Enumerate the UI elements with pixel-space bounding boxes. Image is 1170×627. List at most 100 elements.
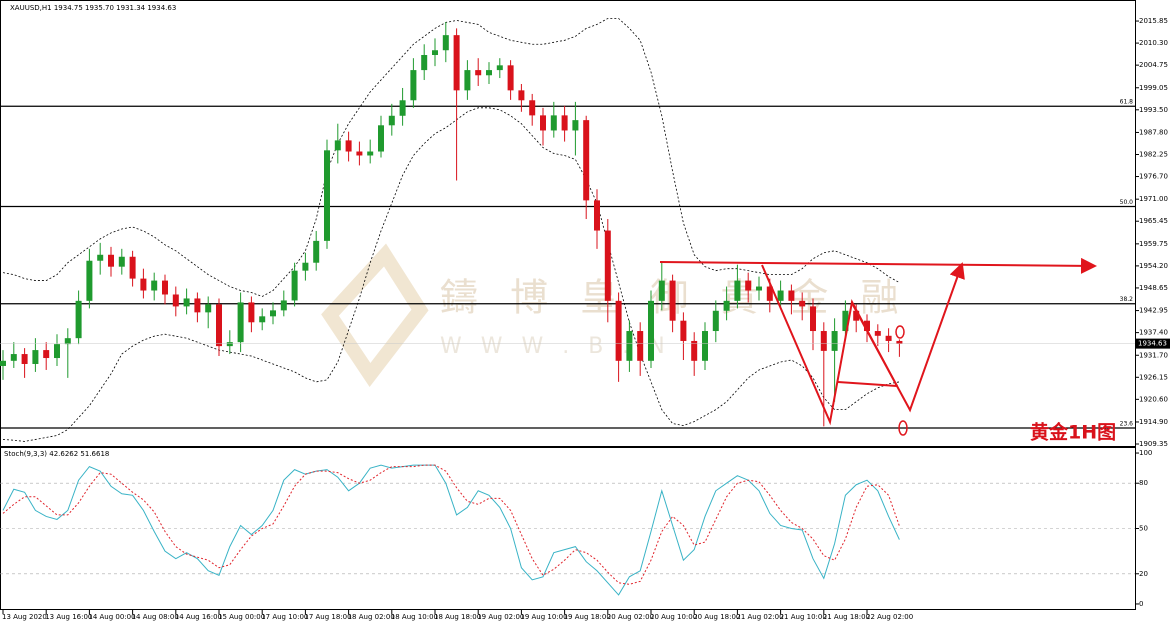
candle-body: [442, 35, 449, 51]
candle-body: [183, 298, 190, 307]
y-tick-label: 1993.50: [1139, 106, 1168, 114]
candle-body: [388, 115, 395, 126]
bollinger-band: [2, 18, 900, 297]
y-tick-label: 1987.80: [1139, 128, 1168, 136]
candle-body: [10, 354, 17, 361]
stoch-title: Stoch(9,3,3) 42.6262 51.6618: [4, 450, 109, 458]
candle-body: [842, 310, 849, 332]
candle-body: [453, 35, 460, 91]
candle-body: [723, 300, 730, 311]
candle-body: [885, 335, 892, 341]
candle-body: [486, 70, 492, 76]
candle-body: [43, 350, 50, 359]
candle-body: [475, 70, 482, 76]
y-tick-label: 0: [1139, 600, 1143, 608]
annotations: [659, 257, 1097, 436]
candle-body: [118, 256, 125, 267]
x-tick-label: 22 Aug 02:00: [866, 613, 913, 621]
chart-title: XAUUSD,H1 1934.75 1935.70 1931.34 1934.6…: [10, 4, 176, 12]
y-tick-label: 1914.90: [1139, 418, 1168, 426]
candle-body: [799, 300, 806, 307]
candle-body: [540, 115, 546, 131]
y-tick-label: 100: [1139, 449, 1152, 457]
resistance-arrow: [659, 257, 1097, 274]
candle-body: [162, 280, 168, 295]
candle-body: [777, 290, 784, 301]
y-tick-label: 20: [1139, 570, 1148, 578]
x-tick-label: 19 Aug 18:00: [564, 613, 611, 621]
candle-body: [172, 294, 179, 307]
candle-body: [367, 151, 374, 156]
candle-body: [32, 350, 39, 364]
candle-body: [691, 340, 698, 361]
candle-body: [432, 50, 438, 56]
candle-body: [518, 90, 525, 101]
candle-body: [151, 280, 158, 291]
candle-body: [745, 280, 752, 291]
candle-body: [874, 331, 881, 336]
y-tick-label: 2015.85: [1139, 17, 1168, 25]
candle-body: [820, 331, 827, 351]
candle-body: [529, 100, 536, 116]
candle-body: [86, 260, 93, 301]
candle-body: [637, 331, 644, 361]
candle-body: [712, 310, 719, 332]
x-tick-label: 14 Aug 00:00: [88, 613, 135, 621]
y-tick-label: 1942.95: [1139, 307, 1168, 315]
x-tick-label: 18 Aug 10:00: [391, 613, 438, 621]
x-tick-label: 17 Aug 18:00: [304, 613, 351, 621]
bollinger-band: [2, 107, 900, 442]
candle-body: [259, 316, 266, 323]
fib-label: 50.0: [1120, 199, 1134, 206]
candle-body: [896, 340, 903, 344]
candle-body: [237, 302, 244, 343]
candle-body: [345, 140, 352, 152]
candle-body: [496, 65, 503, 71]
marker-circle: [898, 420, 908, 436]
y-tick-label: 1931.70: [1139, 351, 1168, 359]
candle-body: [604, 230, 611, 301]
y-tick-label: 1965.45: [1139, 217, 1168, 225]
y-tick-label: 1976.70: [1139, 173, 1168, 181]
candle-body: [64, 338, 71, 345]
x-tick-label: 21 Aug 18:00: [823, 613, 870, 621]
candle-body: [302, 262, 309, 271]
annotation-text: 黄金1H图: [1030, 421, 1116, 444]
x-tick-label: 21 Aug 10:00: [780, 613, 827, 621]
candle-body: [21, 354, 28, 364]
candle-body: [853, 310, 860, 321]
y-tick-label: 1959.75: [1139, 240, 1168, 248]
x-tick-label: 17 Aug 10:00: [261, 613, 308, 621]
candle-body: [788, 290, 795, 301]
candle-body: [334, 140, 341, 151]
y-tick-label: 1982.25: [1139, 150, 1168, 158]
y-tick-label: 1971.00: [1139, 195, 1168, 203]
y-tick-label: 2010.30: [1139, 39, 1168, 47]
x-tick-label: 14 Aug 08:00: [132, 613, 179, 621]
candle-body: [0, 360, 6, 366]
candle-body: [680, 320, 687, 341]
candle-body: [216, 304, 222, 347]
candle-body: [864, 320, 870, 332]
x-tick-label: 14 Aug 16:00: [175, 613, 222, 621]
x-tick-label: 19 Aug 10:00: [520, 613, 567, 621]
candle-body: [410, 70, 417, 101]
candle-body: [507, 65, 514, 91]
candle-body: [140, 278, 147, 291]
candle-body: [324, 150, 330, 241]
y-tick-label: 1999.05: [1139, 84, 1168, 92]
y-tick-label: 50: [1139, 525, 1148, 533]
y-tick-label: 1954.20: [1139, 262, 1168, 270]
y-tick-label: 1920.60: [1139, 395, 1168, 403]
candle-body: [831, 331, 838, 351]
candle-body: [205, 304, 212, 313]
candle-body: [702, 331, 708, 361]
candle-body: [572, 120, 579, 131]
y-tick-label: 1926.15: [1139, 373, 1168, 381]
x-tick-label: 20 Aug 02:00: [607, 613, 654, 621]
candle-body: [421, 55, 428, 71]
candle-body: [756, 286, 762, 291]
x-tick-label: 13 Aug 2020: [2, 613, 47, 621]
